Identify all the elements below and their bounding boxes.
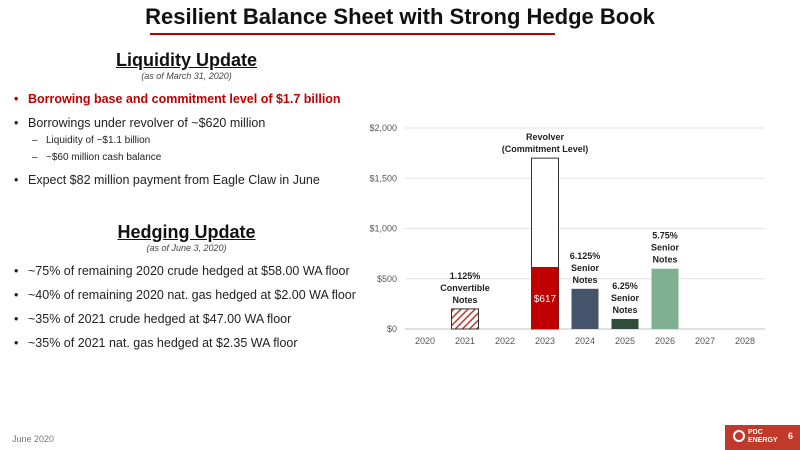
liquidity-bullet-with-subitems: Borrowings under revolver of ~$620 milli… — [14, 116, 341, 163]
bar-data-label: Senior — [651, 243, 680, 253]
bar — [611, 318, 639, 329]
bar-data-label: Revolver — [526, 132, 565, 142]
footer-date: June 2020 — [12, 434, 55, 444]
liquidity-heading: Liquidity Update — [116, 50, 257, 70]
y-tick-label: $2,000 — [369, 123, 397, 133]
liquidity-sub-bullets: Liquidity of ~$1.1 billion ~$60 million … — [28, 135, 341, 163]
page-number: 6 — [788, 431, 794, 441]
x-tick-label: 2022 — [495, 336, 515, 346]
bar-data-label: Notes — [612, 305, 637, 315]
logo-line: ENERGY — [748, 437, 778, 444]
liquidity-bullets: Borrowing base and commitment level of $… — [14, 92, 341, 197]
liquidity-bullet: Borrowing base and commitment level of $… — [14, 92, 341, 106]
y-tick-label: $0 — [387, 324, 397, 334]
bar-data-label: (Commitment Level) — [502, 144, 589, 154]
liquidity-bullet: Borrowings under revolver of ~$620 milli… — [28, 116, 266, 130]
bar-inner-label: $617 — [534, 294, 557, 305]
bar-data-label: 6.125% — [570, 251, 601, 261]
x-tick-label: 2025 — [615, 336, 635, 346]
x-tick-label: 2027 — [695, 336, 715, 346]
title-underline — [150, 33, 555, 35]
hedging-heading: Hedging Update — [117, 222, 256, 242]
x-tick-label: 2024 — [575, 336, 595, 346]
y-tick-label: $1,000 — [369, 224, 397, 234]
liquidity-as-of: (as of March 31, 2020) — [141, 71, 232, 81]
logo-text: PDC ENERGY — [748, 429, 778, 445]
x-tick-label: 2021 — [455, 336, 475, 346]
y-tick-label: $500 — [377, 274, 397, 284]
x-tick-label: 2020 — [415, 336, 435, 346]
hedging-bullet: ~75% of remaining 2020 crude hedged at $… — [14, 264, 356, 278]
hedging-bullet: ~35% of 2021 nat. gas hedged at $2.35 WA… — [14, 336, 356, 350]
liquidity-bullet: Expect $82 million payment from Eagle Cl… — [14, 173, 341, 187]
liquidity-sub-bullet: Liquidity of ~$1.1 billion — [28, 135, 341, 146]
logo-line: PDC — [748, 429, 763, 436]
bar-data-label: 1.125% — [450, 271, 481, 281]
bar-data-label: Senior — [571, 263, 600, 273]
pdc-logo-icon — [733, 430, 745, 442]
hedging-bullet: ~40% of remaining 2020 nat. gas hedged a… — [14, 288, 356, 302]
liquidity-sub-bullet: ~$60 million cash balance — [28, 152, 341, 163]
debt-maturity-chart: $0 $500 $1,000 $1,500 $2,000 2020 2021 2022 2023… — [369, 123, 765, 346]
x-tick-label: 2026 — [655, 336, 675, 346]
bar — [451, 308, 479, 330]
y-tick-label: $1,500 — [369, 173, 397, 183]
bar-data-label: Notes — [572, 275, 597, 285]
hedging-as-of: (as of June 3, 2020) — [146, 243, 227, 253]
page-title: Resilient Balance Sheet with Strong Hedg… — [145, 4, 655, 29]
bar-data-label: Notes — [452, 295, 477, 305]
bar — [571, 288, 599, 329]
bar — [651, 268, 679, 329]
bar-data-label: Senior — [611, 293, 640, 303]
bar-data-label: Notes — [652, 255, 677, 265]
bar-data-label: Convertible — [440, 283, 490, 293]
hedging-bullet: ~35% of 2021 crude hedged at $47.00 WA f… — [14, 312, 356, 326]
bar — [531, 266, 559, 329]
hedging-bullets: ~75% of remaining 2020 crude hedged at $… — [14, 264, 356, 360]
bar-data-label: 5.75% — [652, 231, 678, 241]
bar-data-label: 6.25% — [612, 281, 638, 291]
x-tick-label: 2028 — [735, 336, 755, 346]
x-tick-label: 2023 — [535, 336, 555, 346]
